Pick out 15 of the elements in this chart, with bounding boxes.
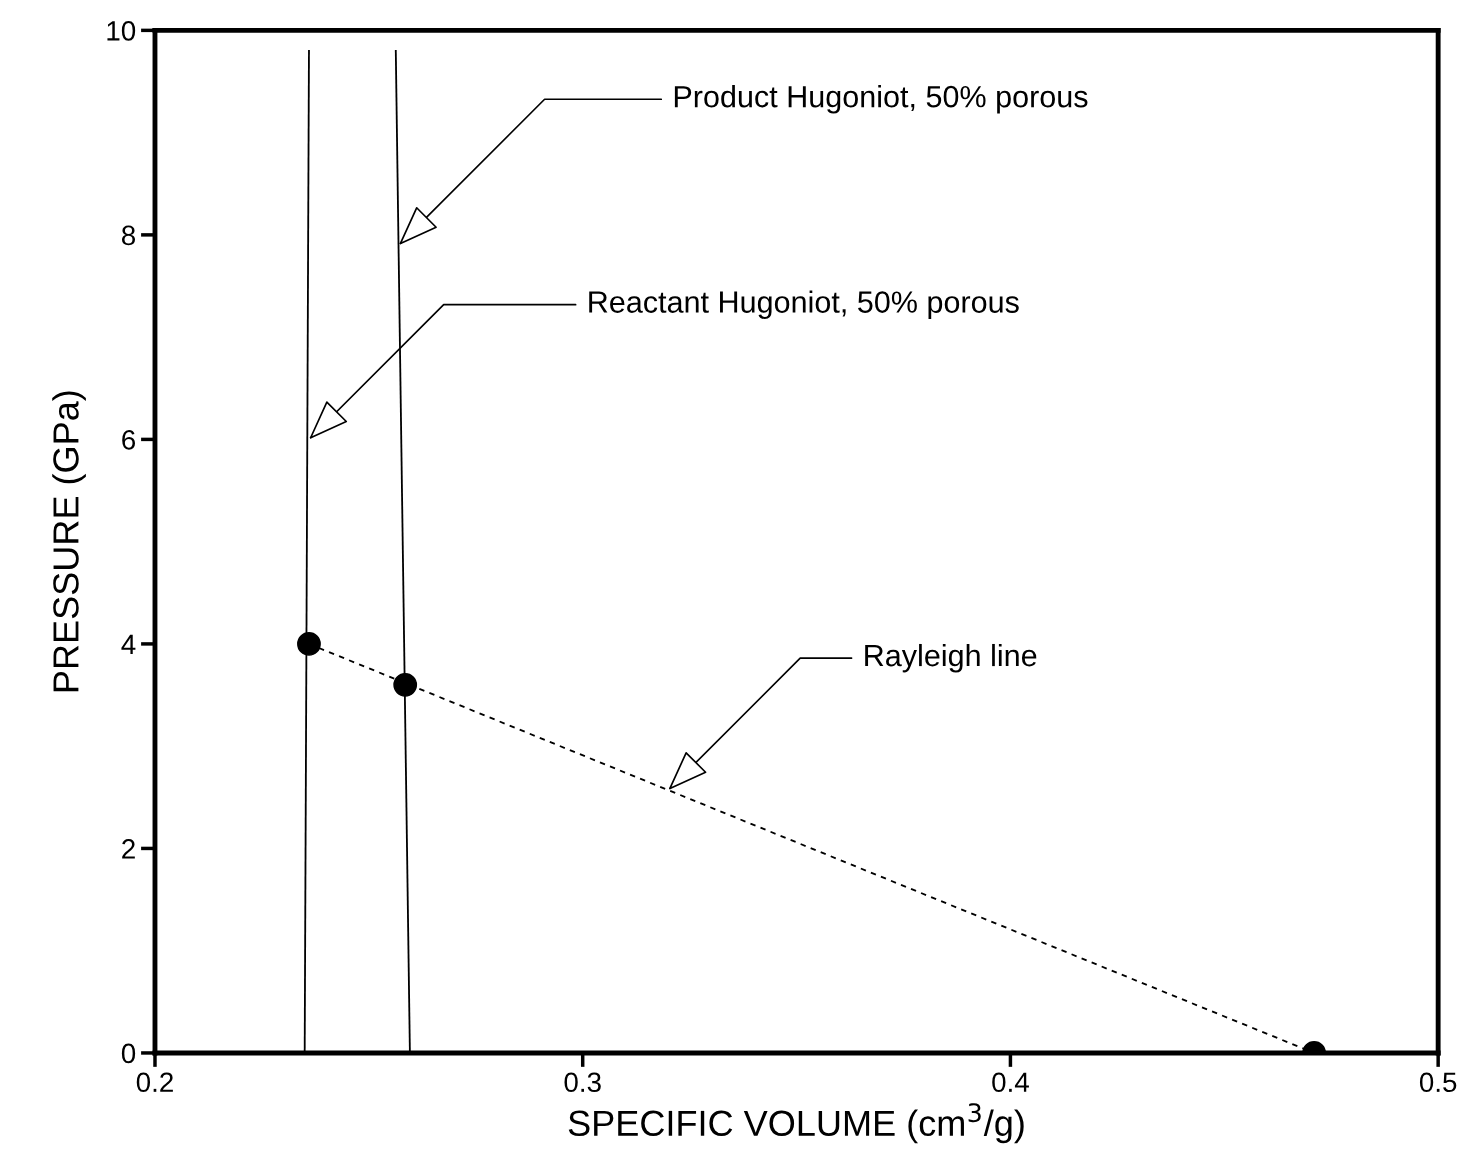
x-axis-title: SPECIFIC VOLUME (cm$^{3}$/g) — [568, 1103, 1024, 1144]
y-tick-label: 0 — [121, 1043, 136, 1064]
annotation: Product Hugoniot, 50% porous — [674, 85, 1088, 114]
x-tick-label: 0.5 — [1419, 1072, 1457, 1093]
x-tick-label: 0.2 — [136, 1072, 173, 1093]
annotation: Rayleigh line — [865, 643, 1037, 673]
y-tick-label: 2 — [122, 839, 135, 859]
y-axis-title: PRESSURE (GPa) — [52, 391, 86, 692]
y-tick-label: 6 — [122, 430, 136, 450]
y-tick-label: 4 — [121, 634, 136, 654]
annotation: Reactant Hugoniot, 50% porous — [589, 290, 1019, 319]
x-tick-label: 0.3 — [564, 1072, 601, 1093]
x-tick-label: 0.4 — [992, 1072, 1029, 1093]
y-tick-label: 10 — [107, 21, 136, 41]
y-tick-label: 8 — [121, 225, 136, 246]
